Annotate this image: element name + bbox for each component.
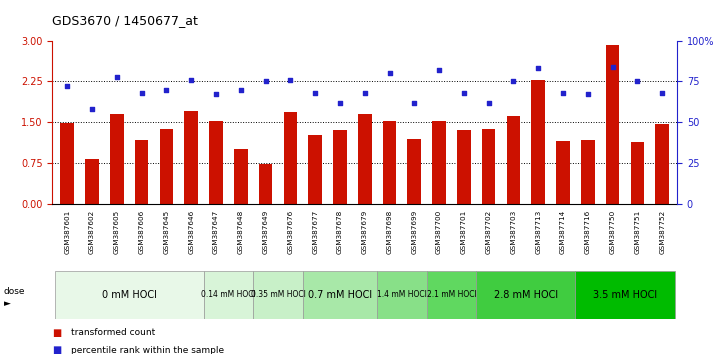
Bar [655,124,669,204]
Bar [333,130,347,204]
Text: 0.14 mM HOCl: 0.14 mM HOCl [201,290,256,299]
Bar [581,140,595,204]
Bar [630,142,644,204]
Point [507,79,519,84]
Point [632,79,644,84]
Bar [309,135,322,204]
Point [582,92,593,97]
Point [235,87,247,92]
Bar [135,140,149,204]
Point [161,87,173,92]
Point [483,100,494,105]
Point [186,77,197,82]
Text: percentile rank within the sample: percentile rank within the sample [71,346,223,354]
Bar [432,121,446,204]
Bar [283,112,297,204]
Text: GDS3670 / 1450677_at: GDS3670 / 1450677_at [52,14,198,27]
Bar [358,114,371,204]
Bar [184,111,198,204]
Bar [575,271,675,319]
Bar [159,129,173,204]
Text: 2.8 mM HOCl: 2.8 mM HOCl [494,290,558,300]
Bar [556,141,570,204]
Bar [457,130,471,204]
Text: transformed count: transformed count [71,328,155,337]
Text: ■: ■ [52,328,62,338]
Text: ■: ■ [52,346,62,354]
Point [359,90,371,96]
Point [606,64,618,70]
Text: 3.5 mM HOCl: 3.5 mM HOCl [593,290,657,300]
Bar [427,271,476,319]
Point [458,90,470,96]
Bar [209,121,223,204]
Bar [258,165,272,204]
Point [408,100,420,105]
Bar [383,121,396,204]
Point [210,92,222,97]
Text: dose: dose [4,287,25,296]
Point [111,74,123,79]
Text: 2.1 mM HOCl: 2.1 mM HOCl [427,290,476,299]
Bar [476,271,575,319]
Point [384,70,395,76]
Text: ►: ► [4,299,10,308]
Bar [234,149,248,204]
Text: 1.4 mM HOCl: 1.4 mM HOCl [377,290,427,299]
Bar [110,114,124,204]
Bar [303,271,377,319]
Bar [507,116,521,204]
Bar [85,159,99,204]
Text: 0 mM HOCl: 0 mM HOCl [102,290,157,300]
Point [334,100,346,105]
Bar [55,271,204,319]
Point [557,90,569,96]
Point [86,106,98,112]
Bar [60,123,74,204]
Text: 0.35 mM HOCl: 0.35 mM HOCl [250,290,306,299]
Bar [204,271,253,319]
Point [61,84,73,89]
Point [433,67,445,73]
Point [136,90,148,96]
Bar [377,271,427,319]
Bar [531,80,545,204]
Point [657,90,668,96]
Point [285,77,296,82]
Point [309,90,321,96]
Point [260,79,272,84]
Point [532,65,544,71]
Bar [253,271,303,319]
Text: 0.7 mM HOCl: 0.7 mM HOCl [308,290,372,300]
Bar [408,139,421,204]
Bar [606,45,620,204]
Bar [482,129,496,204]
